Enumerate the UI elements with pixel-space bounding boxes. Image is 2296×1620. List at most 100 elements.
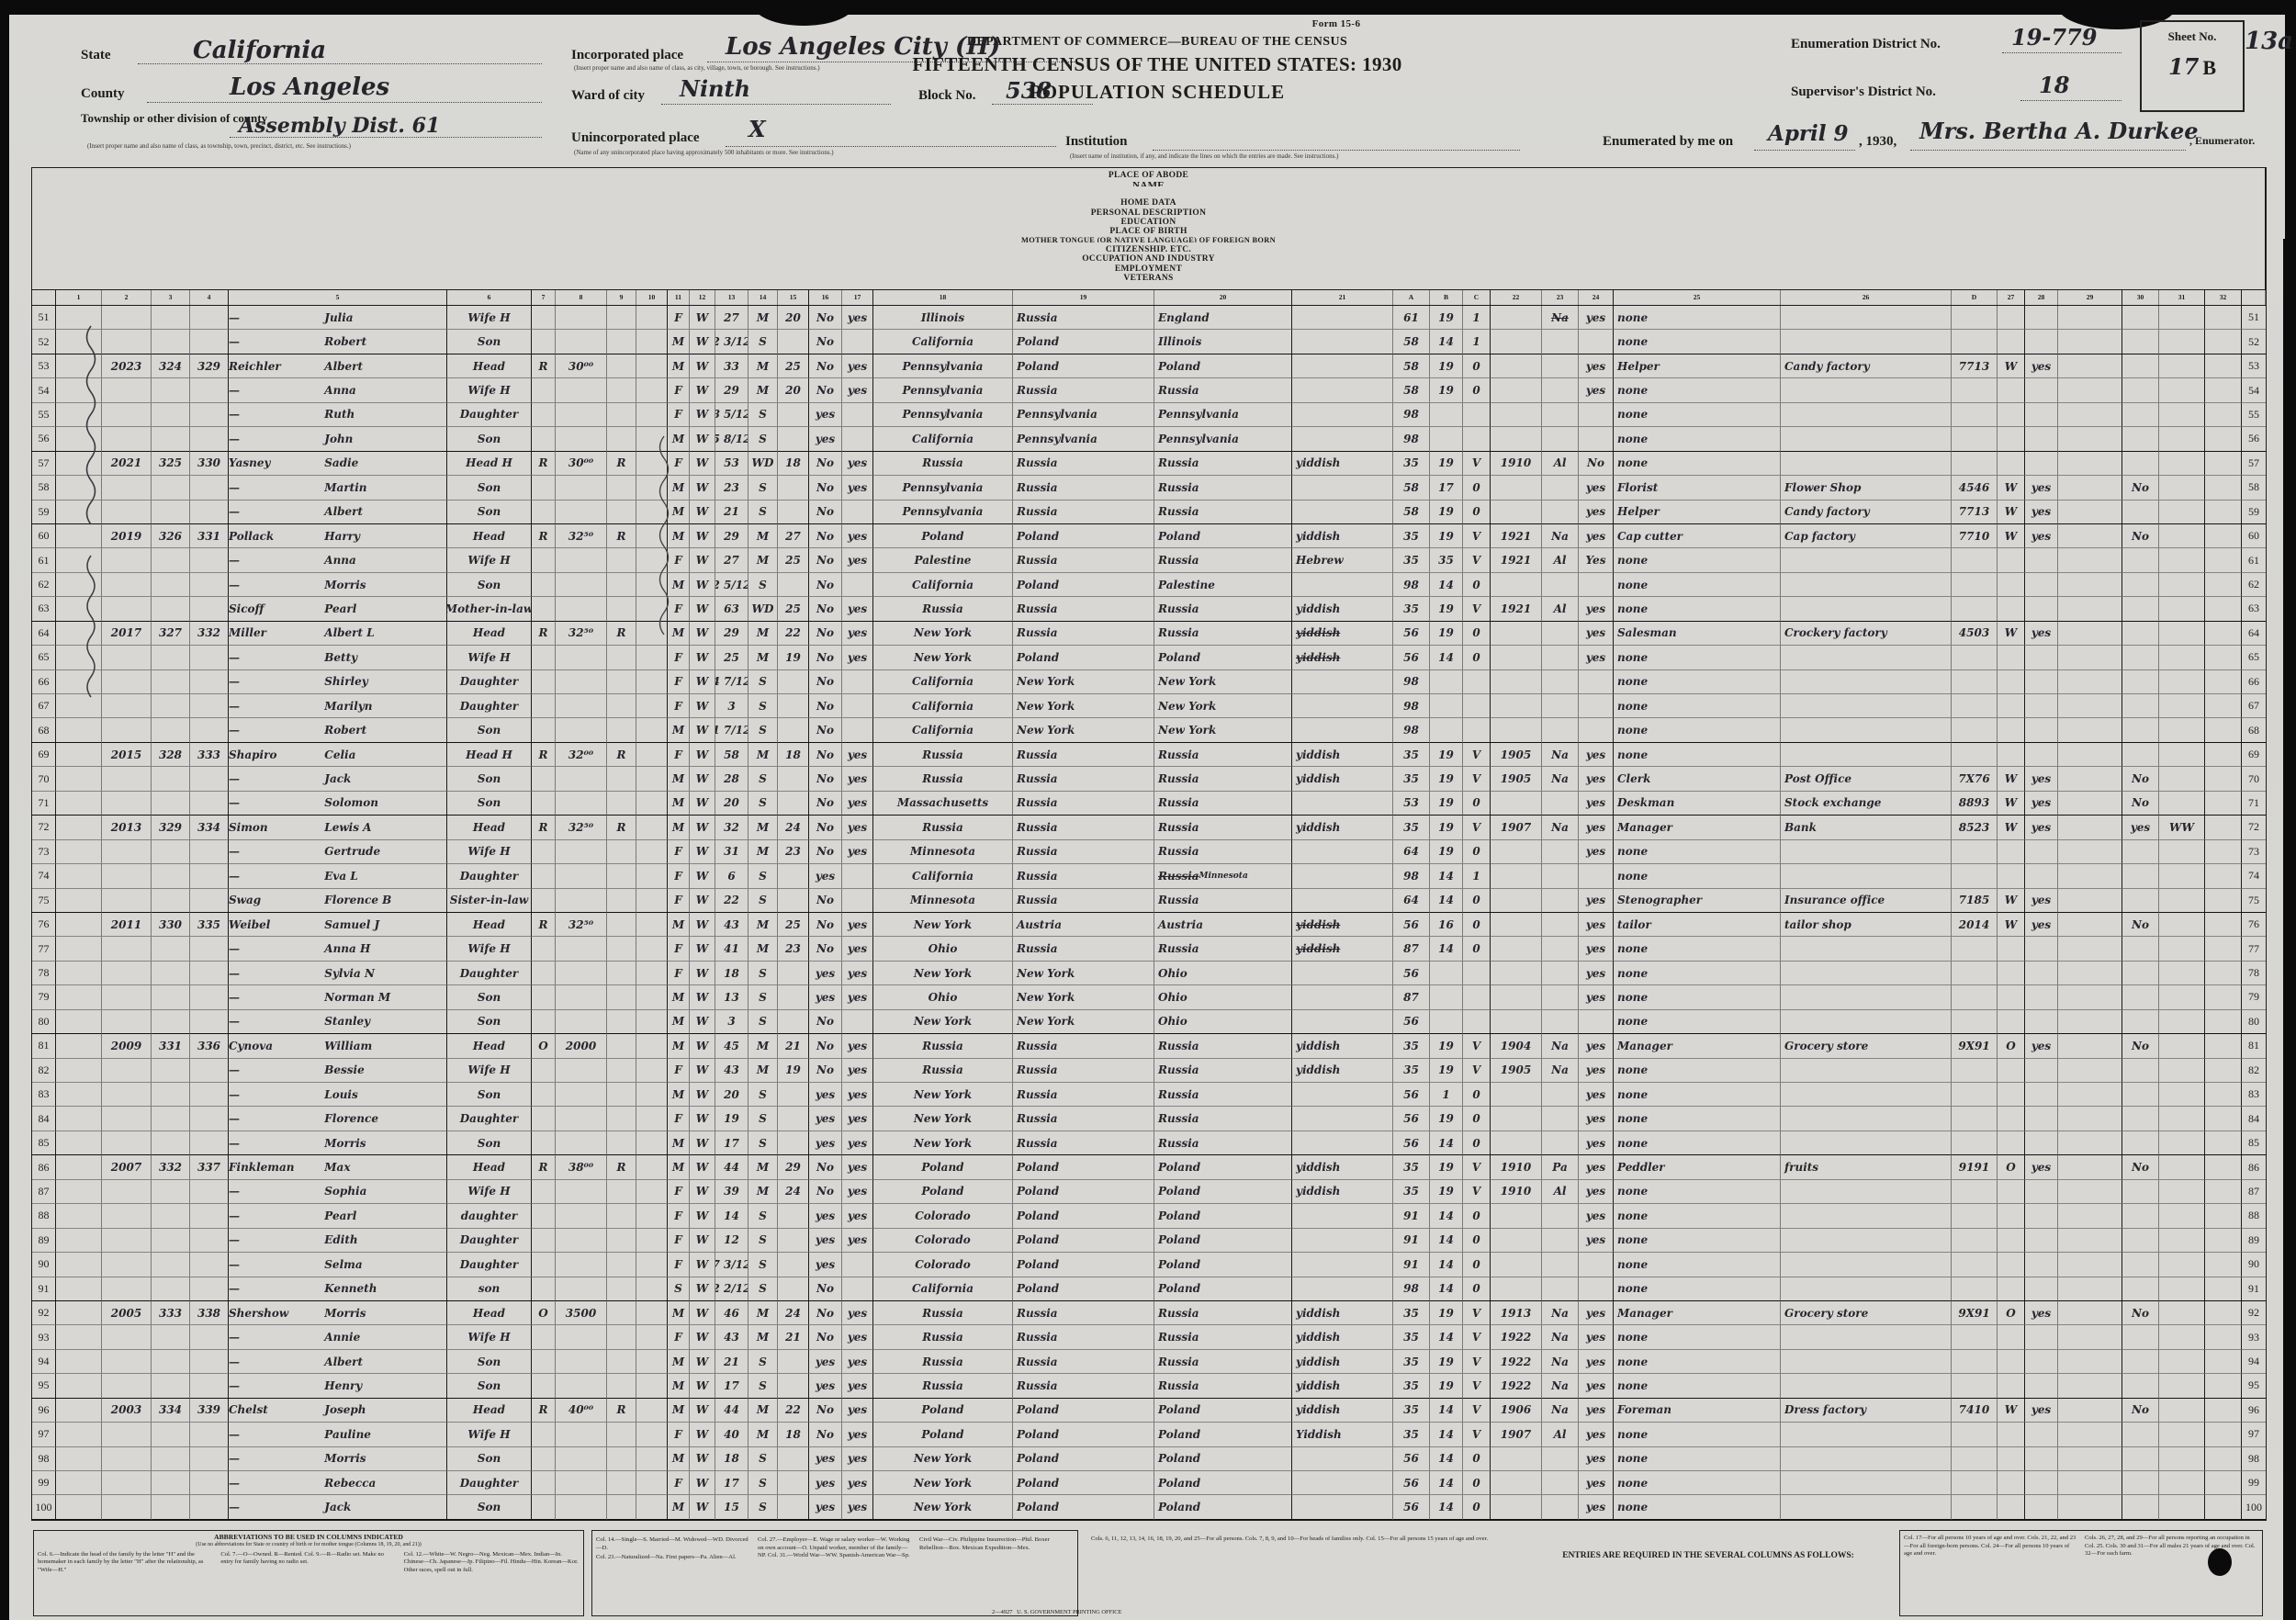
table-cell: yiddish — [1292, 816, 1393, 840]
table-cell: 7410 — [1952, 1398, 1998, 1423]
table-cell — [636, 816, 668, 840]
table-cell: Poland — [1013, 523, 1154, 549]
table-cell: M — [668, 523, 690, 549]
table-cell: 1910 — [1491, 1155, 1542, 1180]
column-number: 4 — [190, 290, 229, 305]
table-cell: M — [668, 330, 690, 354]
table-cell: W — [690, 1034, 715, 1059]
table-cell — [842, 572, 873, 598]
table-cell: S — [748, 1228, 778, 1254]
table-cell — [152, 1107, 190, 1131]
table-cell — [2205, 718, 2242, 743]
table-cell: Poland — [1013, 1471, 1154, 1496]
table-cell: V — [1463, 1034, 1491, 1059]
table-cell: 5 8/12 — [715, 427, 748, 452]
table-cell — [636, 1325, 668, 1350]
table-cell — [190, 597, 229, 622]
table-cell: M — [668, 1398, 690, 1423]
name-cell: — Bessie — [229, 1058, 447, 1083]
table-cell — [56, 961, 102, 986]
table-cell — [56, 1277, 102, 1301]
table-cell: S — [748, 669, 778, 694]
table-cell — [2122, 888, 2159, 913]
table-cell: yes — [842, 985, 873, 1010]
table-cell — [2025, 1349, 2058, 1375]
table-cell — [2058, 306, 2122, 331]
table-cell — [152, 1228, 190, 1254]
table-cell: Poland — [1013, 330, 1154, 354]
table-cell: M — [668, 1300, 690, 1326]
table-cell — [2122, 1083, 2159, 1108]
table-cell: 20 — [778, 378, 809, 403]
table-cell: yes — [1579, 1204, 1614, 1229]
table-cell — [2122, 839, 2159, 865]
table-cell — [2122, 597, 2159, 622]
table-cell: 35 — [1393, 1398, 1430, 1423]
table-cell: Daughter — [447, 1471, 532, 1496]
table-cell — [56, 572, 102, 598]
table-cell — [1491, 937, 1542, 962]
table-cell: Salesman — [1614, 621, 1781, 647]
table-cell: R — [532, 912, 556, 938]
table-cell — [2122, 427, 2159, 452]
table-cell: 329 — [152, 816, 190, 840]
table-cell — [190, 476, 229, 501]
table-cell: yes — [842, 1374, 873, 1399]
table-cell: 18 — [778, 742, 809, 768]
table-cell — [1542, 402, 1579, 428]
table-cell: 19 — [1430, 306, 1463, 331]
table-cell — [2205, 476, 2242, 501]
table-cell — [778, 1495, 809, 1520]
table-cell — [190, 1253, 229, 1277]
table-cell — [56, 694, 102, 719]
table-cell: W — [690, 427, 715, 452]
column-number: A — [1393, 290, 1430, 305]
table-cell — [636, 767, 668, 792]
table-cell: yiddish — [1292, 1398, 1393, 1423]
table-cell: 19 — [778, 1058, 809, 1083]
table-cell: Russia — [873, 1325, 1013, 1350]
line-number: 99 — [32, 1471, 56, 1496]
line-number: 59 — [32, 500, 56, 524]
column-number: C — [1463, 290, 1491, 305]
table-cell: Illinois — [1154, 330, 1292, 354]
table-cell — [1579, 402, 1614, 428]
table-cell — [152, 330, 190, 354]
table-cell: yes — [842, 791, 873, 816]
table-cell: yiddish — [1292, 1349, 1393, 1375]
name-cell: Pollack Harry — [229, 523, 447, 549]
table-cell — [532, 572, 556, 598]
table-cell: S — [748, 767, 778, 792]
table-cell: 35 — [1393, 1374, 1430, 1399]
table-cell — [1998, 1179, 2025, 1205]
table-cell: V — [1463, 1300, 1491, 1326]
table-cell — [56, 1325, 102, 1350]
table-cell — [607, 669, 636, 694]
table-cell: yes — [842, 742, 873, 768]
table-cell: Dress factory — [1781, 1398, 1952, 1423]
table-cell — [532, 1325, 556, 1350]
table-cell: No — [809, 791, 842, 816]
table-cell — [2205, 1398, 2242, 1423]
table-cell — [1998, 597, 2025, 622]
table-cell — [556, 864, 607, 889]
table-cell: 0 — [1463, 572, 1491, 598]
table-cell: Son — [447, 1446, 532, 1471]
table-cell: Colorado — [873, 1253, 1013, 1277]
table-cell: yes — [842, 1423, 873, 1447]
table-cell — [607, 1446, 636, 1471]
table-cell — [636, 1446, 668, 1471]
line-number: 98 — [32, 1446, 56, 1471]
table-cell — [607, 402, 636, 428]
table-cell — [2058, 791, 2122, 816]
table-cell — [842, 1277, 873, 1301]
table-cell: yes — [2025, 500, 2058, 524]
table-cell — [636, 1204, 668, 1229]
table-cell: Russia — [1154, 1083, 1292, 1108]
table-cell: Son — [447, 427, 532, 452]
table-cell: Al — [1542, 1179, 1579, 1205]
line-number: 68 — [32, 718, 56, 743]
line-number: 94 — [2242, 1350, 2266, 1375]
table-cell — [1491, 864, 1542, 889]
table-cell — [2122, 1446, 2159, 1471]
